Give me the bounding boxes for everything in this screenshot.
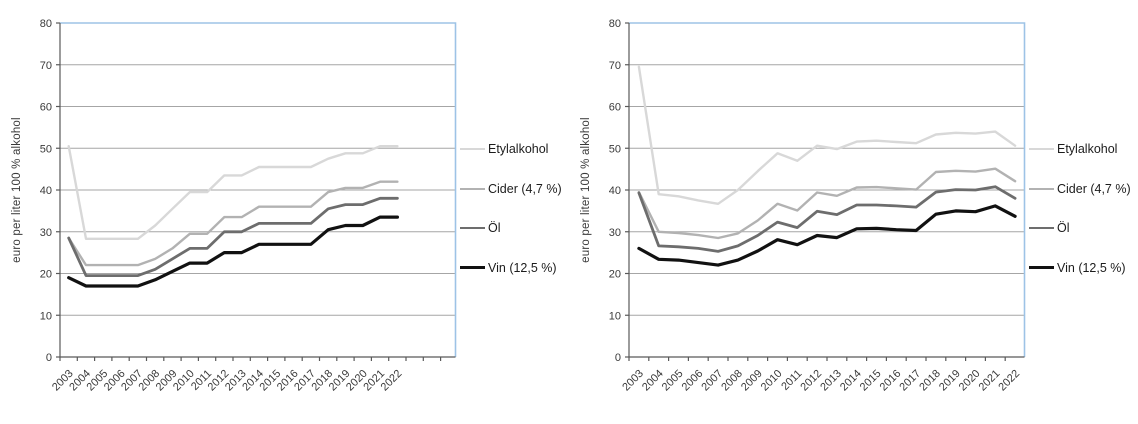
legend: Etylalkohol Cider (4,7 %) Öl Vin (12,5 %) — [460, 0, 568, 424]
legend-line-swatch — [460, 187, 485, 190]
x-tick-label: 2008 — [719, 368, 745, 394]
legend: Etylalkohol Cider (4,7 %) Öl Vin (12,5 %) — [1029, 0, 1137, 424]
x-tick-label: 2009 — [739, 368, 765, 394]
x-tick-label: 2022 — [996, 368, 1022, 394]
legend-line-swatch — [1029, 187, 1054, 190]
y-tick-label: 40 — [40, 185, 52, 197]
series-line-vin-12-5- — [637, 204, 1017, 267]
legend-label: Etylalkohol — [488, 142, 549, 156]
legend-item: Vin (12,5 %) — [1029, 259, 1126, 277]
x-tick-label: 2010 — [759, 368, 785, 394]
y-axis-title: euro per liter 100 % alkohol — [11, 117, 23, 263]
series-line-vin-12-5- — [67, 215, 399, 288]
legend-item: Vin (12,5 %) — [460, 259, 557, 277]
y-tick-label: 60 — [609, 102, 621, 114]
x-tick-label: 2021 — [977, 368, 1003, 394]
x-tick-label: 2011 — [779, 368, 804, 393]
legend-item: Etylalkohol — [460, 140, 548, 158]
line-plot: 0102030405060708020032004200520062007200… — [40, 18, 457, 393]
x-tick-label: 2019 — [937, 368, 963, 394]
legend-item: Öl — [1029, 219, 1070, 237]
legend-label: Vin (12,5 %) — [1057, 260, 1126, 275]
series-line-cider-4-7- — [67, 180, 399, 267]
x-tick-label: 2012 — [798, 368, 824, 394]
x-tick-label: 2003 — [620, 368, 646, 394]
legend-label: Öl — [1057, 221, 1070, 235]
legend-line-swatch — [460, 266, 485, 269]
x-tick-label: 2007 — [699, 368, 725, 394]
legend-label: Cider (4,7 %) — [488, 181, 562, 196]
x-tick-label: 2016 — [878, 368, 904, 394]
legend-item: Cider (4,7 %) — [460, 180, 562, 198]
legend-line-swatch — [460, 148, 485, 150]
plot-border — [629, 22, 1026, 357]
x-tick-label: 2015 — [858, 368, 884, 394]
y-tick-label: 70 — [609, 60, 621, 72]
legend-label: Vin (12,5 %) — [488, 260, 557, 275]
chart-real-prices: 0 10 20 30 40 50 60 70 80 2003 2004 2005 2006 2007 200… — [569, 0, 1138, 424]
series-line-etylalkohol — [637, 65, 1017, 206]
y-tick-label: 30 — [609, 227, 621, 239]
y-tick-label: 80 — [40, 18, 52, 30]
x-tick-label: 2014 — [838, 368, 864, 394]
series-line--l — [637, 185, 1017, 253]
chart-nominal-prices: 0 10 20 30 40 50 60 70 80 2003 2004 2005 2006 2007 200… — [11, 0, 568, 424]
y-tick-label: 50 — [40, 143, 52, 155]
series-line-etylalkohol — [67, 144, 399, 241]
line-plot: 0102030405060708020032004200520062007200… — [609, 18, 1026, 394]
x-tick-label: 2017 — [897, 368, 923, 394]
y-tick-label: 50 — [609, 143, 621, 155]
x-tick-label: 2004 — [640, 368, 666, 394]
y-tick-label: 0 — [615, 352, 621, 364]
x-tick-label: 2020 — [957, 368, 983, 394]
legend-item: Öl — [460, 219, 501, 237]
y-tick-label: 10 — [40, 310, 52, 322]
x-tick-label: 2013 — [818, 368, 844, 394]
y-tick-label: 20 — [609, 269, 621, 281]
legend-label: Öl — [488, 221, 501, 235]
y-tick-label: 70 — [40, 60, 52, 72]
y-tick-label: 0 — [46, 352, 52, 364]
x-tick-label: 2018 — [917, 368, 943, 394]
legend-label: Etylalkohol — [1057, 142, 1118, 156]
plot-border — [60, 22, 457, 357]
legend-item: Etylalkohol — [1029, 140, 1117, 158]
y-tick-label: 20 — [40, 269, 52, 281]
y-tick-label: 30 — [40, 227, 52, 239]
legend-label: Cider (4,7 %) — [1057, 181, 1131, 196]
y-tick-label: 40 — [609, 185, 621, 197]
y-axis-title: euro per liter 100 % alkohol — [580, 117, 592, 263]
y-tick-label: 60 — [40, 102, 52, 114]
legend-item: Cider (4,7 %) — [1029, 180, 1131, 198]
series-line-cider-4-7- — [637, 167, 1017, 240]
x-tick-label: 2006 — [680, 368, 706, 394]
legend-line-swatch — [460, 227, 485, 229]
y-tick-label: 80 — [609, 18, 621, 30]
legend-line-swatch — [1029, 148, 1054, 150]
series-line--l — [67, 196, 399, 278]
x-tick-label: 2005 — [660, 368, 686, 394]
legend-line-swatch — [1029, 227, 1054, 229]
legend-line-swatch — [1029, 266, 1054, 269]
y-tick-label: 10 — [609, 310, 621, 322]
